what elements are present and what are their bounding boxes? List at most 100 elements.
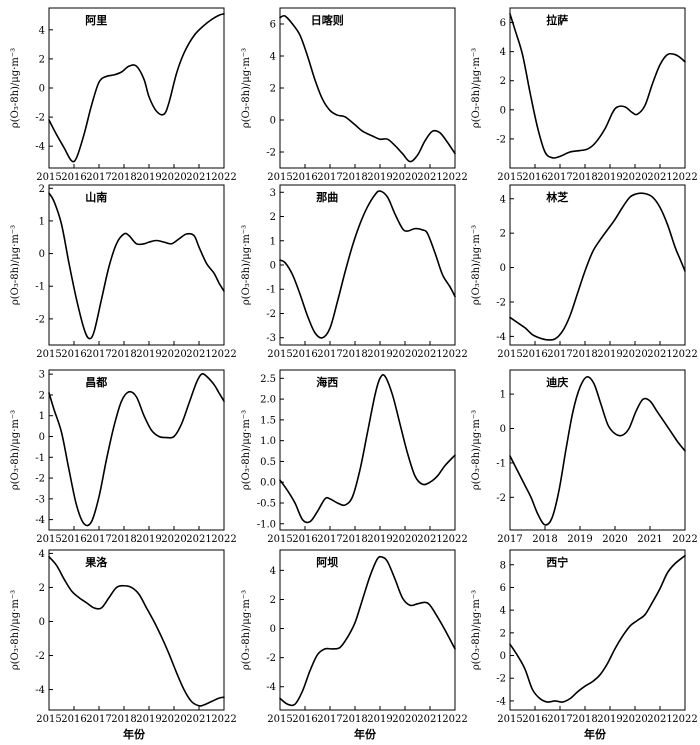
x-tick-label: 2018	[342, 714, 367, 725]
x-tick-label: 2022	[211, 714, 236, 725]
series-line	[509, 554, 686, 703]
x-tick-label: 2016	[522, 714, 547, 725]
y-tick-label: -4	[35, 685, 45, 696]
x-axis-label-col1: 年份	[123, 727, 146, 741]
panel-title: 西宁	[546, 555, 568, 569]
x-tick-label: 2022	[442, 714, 467, 725]
x-tick-label: 2019	[367, 172, 392, 183]
x-tick-label: 2022	[442, 534, 467, 545]
y-tick-label: 1	[270, 236, 276, 247]
y-tick-label: 3	[270, 188, 276, 199]
x-tick-label: 2016	[61, 349, 86, 360]
x-tick-label: 2019	[367, 714, 392, 725]
x-tick-label: 2016	[61, 714, 86, 725]
x-tick-label: 2017	[86, 714, 111, 725]
plot-frame	[509, 549, 686, 711]
plot-frame	[279, 7, 456, 169]
x-tick-label: 2020	[392, 172, 417, 183]
y-tick-label: -1	[266, 285, 276, 296]
x-tick-label: 2018	[532, 534, 557, 545]
y-axis-label: ρ(O₃-8h)/μg·m⁻³	[241, 48, 252, 128]
x-tick-label: 2017	[497, 534, 522, 545]
y-tick-label: 0	[270, 116, 276, 127]
x-tick-label: 2017	[547, 172, 572, 183]
x-tick-label: 2019	[367, 534, 392, 545]
y-tick-label: 4	[500, 194, 506, 205]
x-tick-label: 2017	[547, 349, 572, 360]
y-tick-label: 4	[500, 47, 506, 58]
x-tick-label: 2018	[111, 714, 136, 725]
x-tick-label: 2019	[136, 534, 161, 545]
series-line	[279, 555, 456, 707]
x-tick-label: 2016	[292, 534, 317, 545]
x-tick-label: 2019	[136, 714, 161, 725]
chart-panel-11: -4 -2 0 2 4 2015 2016 2017 2018 2019 2020 2021 2022 阿…	[241, 549, 468, 725]
series-line	[48, 192, 225, 340]
y-tick-label: -2	[266, 653, 276, 664]
y-tick-label: -4	[35, 142, 45, 153]
y-tick-label: 0	[39, 617, 45, 628]
x-tick-label: 2018	[111, 534, 136, 545]
panel-title: 昌都	[85, 375, 107, 389]
y-axis-label: ρ(O₃-8h)/μg·m⁻³	[10, 48, 21, 128]
x-axis-label-col2: 年份	[354, 727, 377, 741]
y-axis-label: ρ(O₃-8h)/μg·m⁻³	[471, 225, 482, 305]
chart-panel-6: -4 -2 0 2 4 2015 2016 2017 2018 2019 2020 2021 2022 林…	[471, 184, 698, 360]
x-tick-label: 2020	[622, 349, 647, 360]
y-tick-label: 2	[270, 84, 276, 95]
y-tick-label: 0	[500, 424, 506, 435]
x-tick-label: 2018	[342, 172, 367, 183]
y-tick-label: 2.0	[260, 395, 276, 406]
x-tick-label: 2016	[522, 172, 547, 183]
series-line	[509, 13, 686, 159]
x-tick-label: 2018	[111, 172, 136, 183]
panel-title: 山南	[85, 190, 107, 204]
x-tick-label: 2022	[672, 172, 697, 183]
series-line	[509, 192, 686, 341]
y-tick-label: 0	[270, 261, 276, 272]
y-tick-label: 2.5	[260, 374, 276, 385]
x-tick-label: 2018	[342, 349, 367, 360]
y-tick-label: -4	[35, 515, 45, 526]
y-tick-label: 0.5	[260, 457, 276, 468]
x-tick-label: 2015	[36, 534, 61, 545]
y-tick-label: 2	[39, 583, 45, 594]
x-tick-label: 2019	[597, 714, 622, 725]
panel-title: 林芝	[546, 190, 568, 204]
y-tick-label: 6	[500, 18, 506, 29]
y-axis-label: ρ(O₃-8h)/μg·m⁻³	[471, 410, 482, 490]
x-tick-label: 2019	[136, 172, 161, 183]
x-tick-label: 2020	[622, 172, 647, 183]
panel-title: 那曲	[316, 190, 338, 204]
y-tick-label: -2	[496, 674, 506, 685]
y-tick-label: 6	[500, 583, 506, 594]
x-tick-label: 2019	[367, 349, 392, 360]
x-tick-label: 2020	[161, 172, 186, 183]
y-tick-label: -1	[35, 453, 45, 464]
x-tick-label: 2021	[647, 172, 672, 183]
x-tick-label: 2015	[497, 349, 522, 360]
x-tick-label: 2021	[186, 534, 211, 545]
y-tick-label: -3	[35, 494, 45, 505]
y-tick-label: 4	[270, 52, 276, 63]
y-tick-label: 2	[500, 628, 506, 639]
y-tick-label: 2	[270, 212, 276, 223]
y-tick-label: -2	[496, 493, 506, 504]
y-tick-label: 4	[39, 25, 45, 36]
x-tick-label: 2021	[417, 714, 442, 725]
x-tick-label: 2020	[392, 349, 417, 360]
y-tick-label: 2	[39, 54, 45, 65]
y-tick-label: -4	[496, 332, 506, 343]
y-axis-label: ρ(O₃-8h)/μg·m⁻³	[10, 410, 21, 490]
plot-frame	[48, 184, 225, 346]
x-tick-label: 2015	[267, 172, 292, 183]
x-tick-label: 2015	[267, 534, 292, 545]
plot-frame	[48, 369, 225, 531]
x-tick-label: 2021	[186, 349, 211, 360]
y-axis-label: ρ(O₃-8h)/μg·m⁻³	[241, 410, 252, 490]
x-tick-label: 2018	[111, 349, 136, 360]
chart-panel-3: -2 0 2 4 6 2015 2016 2017 2018 2019 2020 2021 2022 拉萨…	[471, 7, 698, 183]
y-tick-label: -2	[35, 314, 45, 325]
